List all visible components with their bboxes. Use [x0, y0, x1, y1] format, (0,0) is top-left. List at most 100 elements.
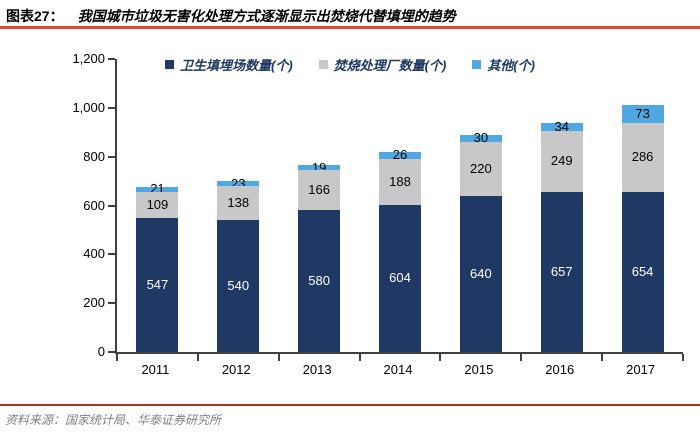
bar-segment-value: 286	[631, 149, 654, 165]
x-axis-labels: 2011 2012 2013 2014 2015 2016 2017	[115, 362, 681, 377]
figure-number-label: 图表27：	[6, 8, 64, 24]
stacked-bar-chart: 卫生填埋场数量(个) 焚烧处理厂数量(个) 其他(个) 0 200 400 600 800 1…	[0, 45, 700, 395]
bar-segment-value: 640	[470, 265, 492, 281]
x-tick-mark	[196, 354, 199, 361]
x-axis-label: 2011	[141, 362, 170, 377]
x-axis-label: 2017	[626, 362, 656, 377]
bar-segment-value: 138	[227, 195, 250, 211]
legend-item: 其他(个)	[472, 55, 535, 74]
y-tick-label: 400	[83, 246, 105, 262]
y-axis: 0 200 400 600 800 1,000 1,200	[0, 51, 105, 359]
y-tick-label: 1,200	[72, 51, 105, 66]
x-axis-label: 2012	[221, 362, 251, 377]
bar-segment-landfill: 540	[217, 220, 260, 352]
bar-segment-incineration: 166	[298, 169, 341, 211]
x-axis-label: 2014	[383, 362, 413, 377]
bar-segment-value: 166	[308, 182, 330, 198]
bar-segment-value: 30	[473, 130, 489, 146]
bar-segment-value: 547	[146, 277, 169, 293]
stacked-bar-2013: 19 166 580	[298, 160, 341, 352]
bar-segment-value: 188	[389, 173, 411, 189]
y-tick-label: 1,000	[72, 99, 105, 115]
bar-segment-value: 26	[392, 147, 408, 163]
bar-segment-value: 540	[227, 278, 250, 294]
title-underline-rule	[0, 26, 700, 29]
stacked-bar-2012: 23 138 540	[217, 176, 260, 352]
bar-segment-value: 249	[550, 153, 573, 169]
bar-column-2015: 30 220 640	[440, 59, 521, 352]
bar-column-2016: 34 249 657	[521, 59, 602, 352]
bar-segment-landfill: 580	[298, 210, 341, 352]
bar-segment-value: 580	[308, 273, 330, 289]
legend-item: 卫生填埋场数量(个)	[164, 55, 293, 74]
source-note: 资料来源：国家统计局、华泰证券研究所	[5, 413, 222, 427]
figure-header: 图表27： 我国城市垃圾无害化处理方式逐渐显示出焚烧代替填埋的趋势	[6, 6, 694, 26]
bar-segment-value: 604	[389, 270, 411, 286]
bar-segment-incineration: 249	[540, 130, 583, 192]
bar-segment-landfill: 640	[459, 195, 502, 352]
bar-segment-other: 30	[459, 131, 502, 145]
x-axis-label: 2015	[464, 362, 494, 377]
bar-segment-incineration: 138	[217, 186, 260, 221]
stacked-bar-2016: 34 249 657	[540, 118, 583, 352]
bar-segment-other: 73	[621, 104, 664, 123]
bar-column-2011: 21 109 547	[117, 59, 198, 352]
legend-swatch-icon	[164, 60, 174, 69]
legend-label: 其他(个)	[487, 58, 535, 73]
bar-segment-value: 220	[470, 160, 492, 176]
bar-segment-value: 73	[635, 105, 650, 121]
y-tick-label: 200	[83, 295, 105, 311]
legend-swatch-icon	[318, 60, 328, 69]
bar-segment-landfill: 654	[621, 192, 664, 352]
plot-area: 21 109 547 23 138 540 19 166 580 26 188 604 30 220 640…	[108, 58, 684, 361]
bars-container: 21 109 547 23 138 540 19 166 580 26 188 604 30 220 640…	[117, 59, 683, 352]
y-tick-label: 800	[83, 148, 105, 164]
x-axis-label: 2016	[545, 362, 575, 377]
stacked-bar-2014: 26 188 604	[379, 148, 421, 352]
bar-segment-value: 654	[631, 264, 654, 280]
y-tick-mark	[108, 302, 115, 305]
bar-segment-incineration: 220	[459, 142, 502, 196]
bar-segment-other: 26	[379, 148, 421, 162]
x-tick-mark	[520, 354, 523, 361]
stacked-bar-2011: 21 109 547	[136, 182, 179, 352]
bar-segment-other: 34	[540, 118, 583, 134]
stacked-bar-2015: 30 220 640	[459, 131, 502, 352]
y-tick-mark	[108, 253, 115, 256]
bar-segment-landfill: 547	[136, 218, 179, 352]
legend: 卫生填埋场数量(个) 焚烧处理厂数量(个) 其他(个)	[0, 55, 700, 74]
bar-column-2012: 23 138 540	[198, 59, 279, 352]
x-tick-mark	[358, 354, 361, 361]
bar-segment-incineration: 286	[621, 122, 664, 193]
x-axis-label: 2013	[302, 362, 332, 377]
bar-segment-landfill: 657	[540, 191, 583, 352]
bar-segment-incineration: 188	[379, 158, 421, 205]
y-tick-mark	[108, 204, 115, 207]
bar-segment-landfill: 604	[379, 204, 421, 352]
bar-segment-incineration: 109	[136, 191, 179, 219]
legend-label: 卫生填埋场数量(个)	[179, 58, 293, 73]
x-tick-mark	[116, 354, 118, 361]
y-tick-mark	[108, 351, 115, 353]
legend-item: 焚烧处理厂数量(个)	[318, 55, 447, 74]
y-tick-mark	[108, 155, 115, 158]
footer-rule	[0, 404, 700, 406]
figure-title: 我国城市垃圾无害化处理方式逐渐显示出焚烧代替填埋的趋势	[77, 8, 456, 24]
x-tick-mark	[682, 354, 684, 361]
x-tick-mark	[439, 354, 442, 361]
x-tick-mark	[277, 354, 280, 361]
bar-column-2017: 73 286 654	[602, 59, 683, 352]
bar-column-2014: 26 188 604	[360, 59, 441, 352]
y-tick-label: 0	[97, 344, 105, 359]
y-tick-mark	[108, 106, 115, 109]
stacked-bar-2017: 73 286 654	[621, 104, 664, 352]
bar-segment-value: 109	[146, 197, 169, 213]
bar-segment-value: 34	[554, 118, 569, 134]
legend-label: 焚烧处理厂数量(个)	[333, 58, 447, 73]
y-tick-label: 600	[83, 197, 105, 213]
bar-column-2013: 19 166 580	[279, 59, 360, 352]
legend-swatch-icon	[472, 60, 482, 69]
y-tick-mark	[108, 58, 115, 60]
bar-segment-value: 657	[550, 263, 573, 279]
